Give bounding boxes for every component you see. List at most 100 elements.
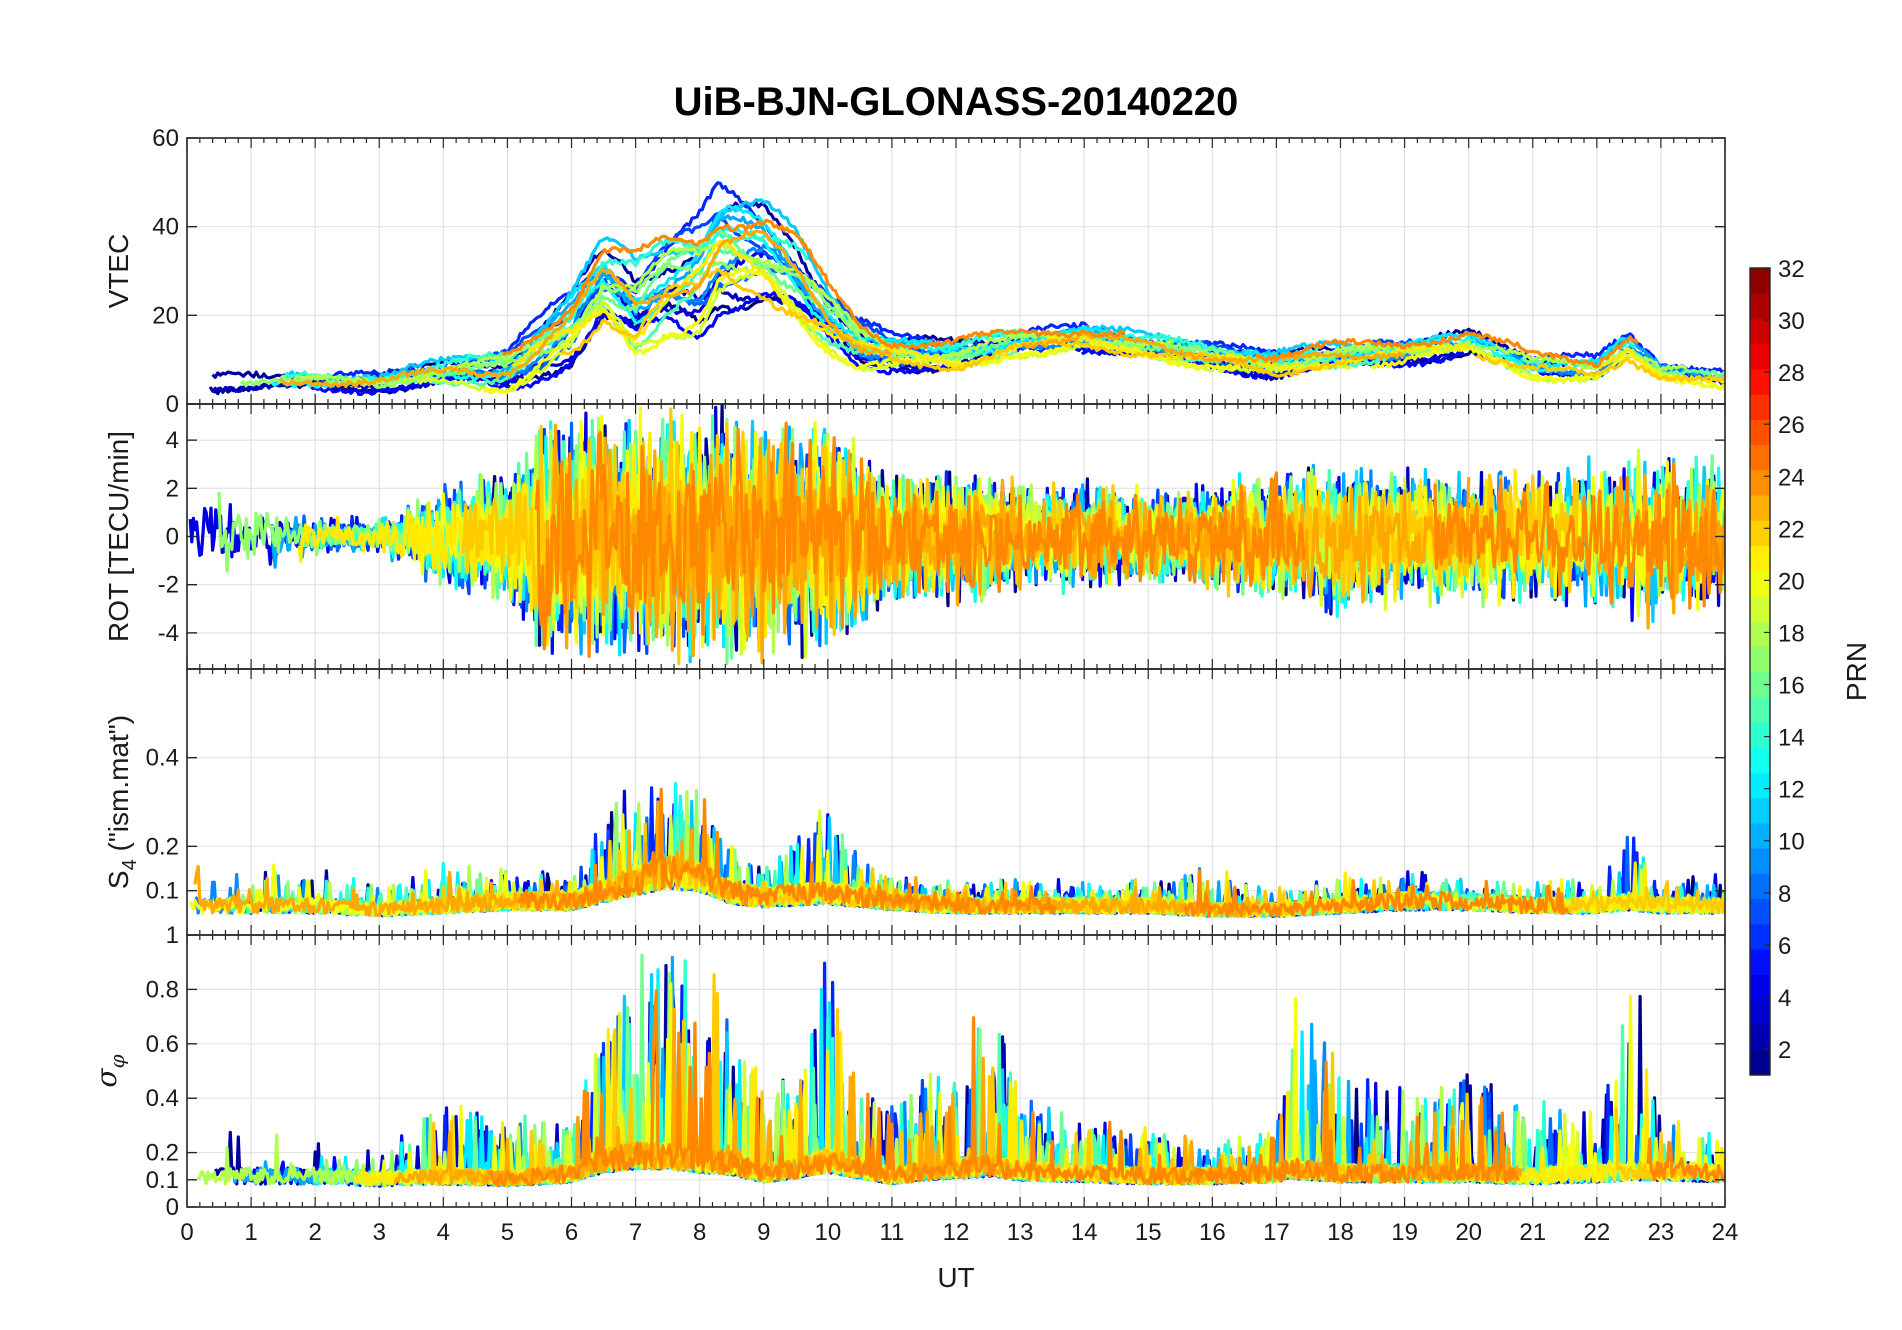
colorbar-level <box>1750 293 1770 320</box>
x-tick-label: 16 <box>1199 1219 1226 1246</box>
vtec-x-ticks <box>186 138 1726 404</box>
colorbar-label: PRN <box>1841 642 1872 701</box>
x-tick-label: 3 <box>373 1219 386 1246</box>
colorbar-level <box>1750 923 1770 950</box>
colorbar-tick-label: 18 <box>1778 620 1805 647</box>
x-tick-label: 11 <box>879 1219 904 1246</box>
rot-y-tick-label: -4 <box>158 620 179 647</box>
x-tick-label: 10 <box>814 1219 841 1246</box>
colorbar-level <box>1750 721 1770 748</box>
sigma_phi-y-axis: 00.10.2 0.4 0.6 0.8 1 <box>146 922 1725 1221</box>
colorbar-level <box>1750 1049 1770 1076</box>
x-tick-labels: 0 1 2 3 4 5 6 7 8 9 10 11 12 13 14 15 16 17 18 19 20 21 22 23 24 <box>180 1219 1738 1246</box>
colorbar-level <box>1750 343 1770 370</box>
vtec-series-prn-22 <box>560 267 1725 383</box>
x-tick-label: 22 <box>1583 1219 1610 1246</box>
colorbar-tick-label: 8 <box>1778 881 1791 908</box>
sigma_phi-y-tick-label: 0.2 <box>146 1140 179 1167</box>
chart-title: UiB-BJN-GLONASS-20140220 <box>674 80 1239 124</box>
x-tick-label: 18 <box>1327 1219 1354 1246</box>
colorbar-tick-label: 2 <box>1778 1037 1791 1064</box>
s4-y-axis-label: S4 ("ism.mat") <box>103 715 141 889</box>
colorbar-level <box>1750 444 1770 471</box>
colorbar-level <box>1750 848 1770 874</box>
colorbar-tick-label: 16 <box>1778 673 1805 700</box>
rot-y-axis: -4 -2 0 2 4 <box>158 427 1725 647</box>
x-tick-label: 0 <box>180 1219 193 1246</box>
colorbar-level <box>1750 545 1770 572</box>
colorbar-level <box>1750 621 1770 647</box>
x-tick-label: 24 <box>1712 1219 1739 1246</box>
sigma_phi-x-ticks <box>186 935 1726 1207</box>
colorbar-level <box>1750 974 1770 1000</box>
rot-series-group <box>188 404 1725 666</box>
x-tick-label: 8 <box>693 1219 706 1246</box>
sigma_phi-y-tick-label: 0.8 <box>146 976 179 1003</box>
x-tick-label: 13 <box>1007 1219 1034 1246</box>
sigma_phi-y-tick-label: 0.6 <box>146 1031 179 1058</box>
colorbar-tick-label: 12 <box>1778 777 1805 804</box>
x-tick-label: 7 <box>629 1219 642 1246</box>
colorbar-level <box>1750 822 1770 849</box>
rot-y-tick-label: 0 <box>166 524 179 551</box>
sigma_phi-y-tick-label: 1 <box>166 922 179 949</box>
colorbar-tick-label: 24 <box>1778 464 1805 491</box>
x-tick-label: 12 <box>943 1219 970 1246</box>
x-tick-label: 2 <box>308 1219 321 1246</box>
vtec-series-prn-24 <box>501 218 1640 369</box>
rot-y-tick-label: 2 <box>166 475 179 502</box>
sigma_phi-y-tick-label: 0.1 <box>146 1167 179 1194</box>
rot-y-tick-label: 4 <box>166 427 179 454</box>
rot-series-prn-24 <box>534 421 1725 658</box>
sigma_phi-y-tick-label: 0.4 <box>146 1085 179 1112</box>
colorbar-level <box>1750 419 1770 446</box>
rot-x-ticks <box>186 404 1726 669</box>
panel-s4: 0.1 0.2 0.4S4 ("ism.mat") <box>103 668 1726 936</box>
colorbar-level <box>1750 747 1770 773</box>
colorbar-level <box>1750 898 1770 925</box>
x-tick-label: 4 <box>437 1219 450 1246</box>
x-tick-label: 23 <box>1648 1219 1675 1246</box>
vtec-y-tick-label: 40 <box>152 214 179 241</box>
colorbar-level <box>1750 772 1770 799</box>
x-tick-label: 17 <box>1263 1219 1290 1246</box>
s4-y-tick-label: 0.2 <box>146 833 179 860</box>
sigma_phi-y-tick-label: 0 <box>166 1194 179 1221</box>
colorbar-level <box>1750 494 1770 521</box>
colorbar-level <box>1750 394 1770 420</box>
colorbar-frame <box>1749 267 1771 1076</box>
rot-y-axis-label: ROT [TECU/min] <box>103 431 134 642</box>
colorbar-level <box>1750 368 1770 395</box>
sigma_phi-series-prn-24 <box>488 989 1725 1188</box>
colorbar-level <box>1750 948 1770 975</box>
colorbar-level <box>1750 268 1770 294</box>
vtec-y-axis-label: VTEC <box>103 234 134 309</box>
colorbar-level <box>1750 469 1770 496</box>
colorbar-tick-label: 10 <box>1778 829 1805 856</box>
x-axis-label: UT <box>937 1262 974 1293</box>
s4-series-group <box>188 782 1725 918</box>
colorbar-level <box>1750 671 1770 698</box>
colorbar-level <box>1750 999 1770 1026</box>
s4-series-prn-24 <box>517 787 1570 918</box>
colorbar-level <box>1750 520 1770 547</box>
sigma_phi-y-axis-label: σφ <box>90 1054 129 1087</box>
x-tick-label: 14 <box>1071 1219 1098 1246</box>
colorbar-tick-label: 30 <box>1778 308 1805 335</box>
colorbar-tick-label: 26 <box>1778 412 1805 439</box>
vtec-y-tick-label: 0 <box>166 391 179 418</box>
colorbar-tick-label: 14 <box>1778 725 1805 752</box>
vtec-y-axis: 0 20 40 60 <box>152 125 1725 418</box>
x-tick-label: 9 <box>757 1219 770 1246</box>
vtec-y-tick-label: 60 <box>152 125 179 152</box>
s4-y-tick-label: 0.4 <box>146 745 179 772</box>
colorbar-tick-label: 22 <box>1778 516 1805 543</box>
colorbar-level <box>1750 318 1770 345</box>
s4-y-tick-label: 0.1 <box>146 878 179 905</box>
panel-sigma_phi: 00.10.2 0.4 0.6 0.8 1 σφ <box>90 922 1726 1221</box>
s4-x-ticks <box>186 669 1726 935</box>
x-tick-label: 1 <box>244 1219 257 1246</box>
s4-series-prn-23 <box>193 800 1261 918</box>
